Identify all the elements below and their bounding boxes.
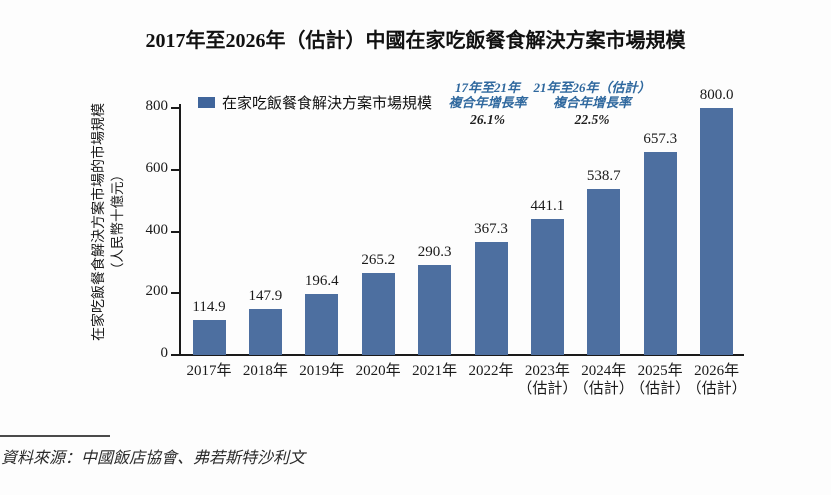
y-axis-tick-label: 800 (145, 98, 169, 114)
y-axis-tick (171, 354, 179, 356)
x-axis-label: 2022年 (468, 363, 514, 379)
source-divider (0, 435, 110, 437)
bar-2021年 (418, 265, 452, 355)
chart-title: 2017年至2026年（估計）中國在家吃飯餐食解決方案市場規模 (145, 30, 686, 52)
bar-value-label: 196.4 (304, 273, 339, 290)
bar-2017年 (192, 319, 226, 355)
x-axis-label: 2018年 (242, 363, 288, 379)
cagr-annotation-2017-2021: 17年至21年 複合年增長率 26.1% (415, 80, 560, 127)
y-axis-title: 在家吃飯餐食解決方案市場的市場規模 （人民幣十億元） (91, 82, 131, 362)
x-axis-label: 2020年 (355, 363, 401, 379)
y-axis-line (179, 104, 181, 355)
x-axis-line (179, 354, 744, 356)
bar-2023年（估計） (530, 218, 564, 355)
bar-value-label: 265.2 (361, 252, 396, 269)
bar-value-label: 538.7 (586, 167, 621, 184)
bar-2024年（估計） (587, 188, 621, 355)
x-axis-label: 2023年 （估計） (517, 363, 578, 397)
y-axis-title-line1: 在家吃飯餐食解決方案市場的市場規模 (92, 103, 107, 341)
x-axis-label: 2019年 (299, 363, 345, 379)
y-axis-tick-label: 0 (160, 345, 169, 361)
bar-2025年（估計） (643, 152, 677, 355)
legend-label: 在家吃飯餐食解決方案市場規模 (222, 96, 433, 112)
bar-2019年 (305, 294, 339, 355)
x-axis-label: 2024年 （估計） (573, 363, 634, 397)
y-axis-tick-label: 200 (145, 283, 169, 300)
y-axis-tick (171, 107, 179, 109)
bar-value-label: 290.3 (417, 244, 452, 261)
bar-2022年 (474, 241, 508, 355)
cagr-annotation-line1: 17年至21年 (454, 80, 520, 95)
cagr-annotation-2021-2026: 21年至26年（估計） 複合年增長率 22.5% (503, 80, 681, 127)
y-axis-tick (171, 230, 179, 233)
bar-value-label: 147.9 (248, 288, 283, 305)
y-axis-tick-label: 400 (145, 221, 169, 238)
cagr-annotation-line2: 複合年增長率 (448, 95, 527, 110)
y-axis-tick-label: 600 (145, 159, 169, 176)
cagr-annotation-value: 26.1% (470, 112, 505, 127)
y-axis-tick (171, 168, 179, 171)
cagr-annotation-line2: 複合年增長率 (552, 95, 631, 110)
source-note: 資料來源：中國飯店協會、弗若斯特沙利文 (1, 450, 306, 467)
x-axis-label: 2021年 (412, 363, 458, 379)
x-axis-label: 2017年 (186, 363, 232, 379)
bar-2026年（估計） (700, 108, 734, 355)
bar-value-label: 367.3 (474, 220, 508, 237)
x-axis-label: 2026年 （估計） (686, 363, 747, 397)
bar-value-label: 441.1 (530, 197, 565, 214)
cagr-annotation-value: 22.5% (574, 112, 610, 127)
bar-2020年 (361, 273, 395, 355)
x-axis-label: 2025年 （估計） (630, 363, 691, 397)
bar-2018年 (248, 309, 282, 355)
bar-value-label: 657.3 (643, 131, 678, 148)
bar-value-label: 800.0 (699, 87, 734, 103)
bar-value-label: 114.9 (192, 298, 226, 315)
cagr-annotation-line1: 21年至26年（估計） (533, 80, 651, 95)
y-axis-title-line2: （人民幣十億元） (110, 168, 125, 276)
y-axis-tick (171, 292, 179, 295)
legend-swatch-icon (198, 97, 215, 108)
